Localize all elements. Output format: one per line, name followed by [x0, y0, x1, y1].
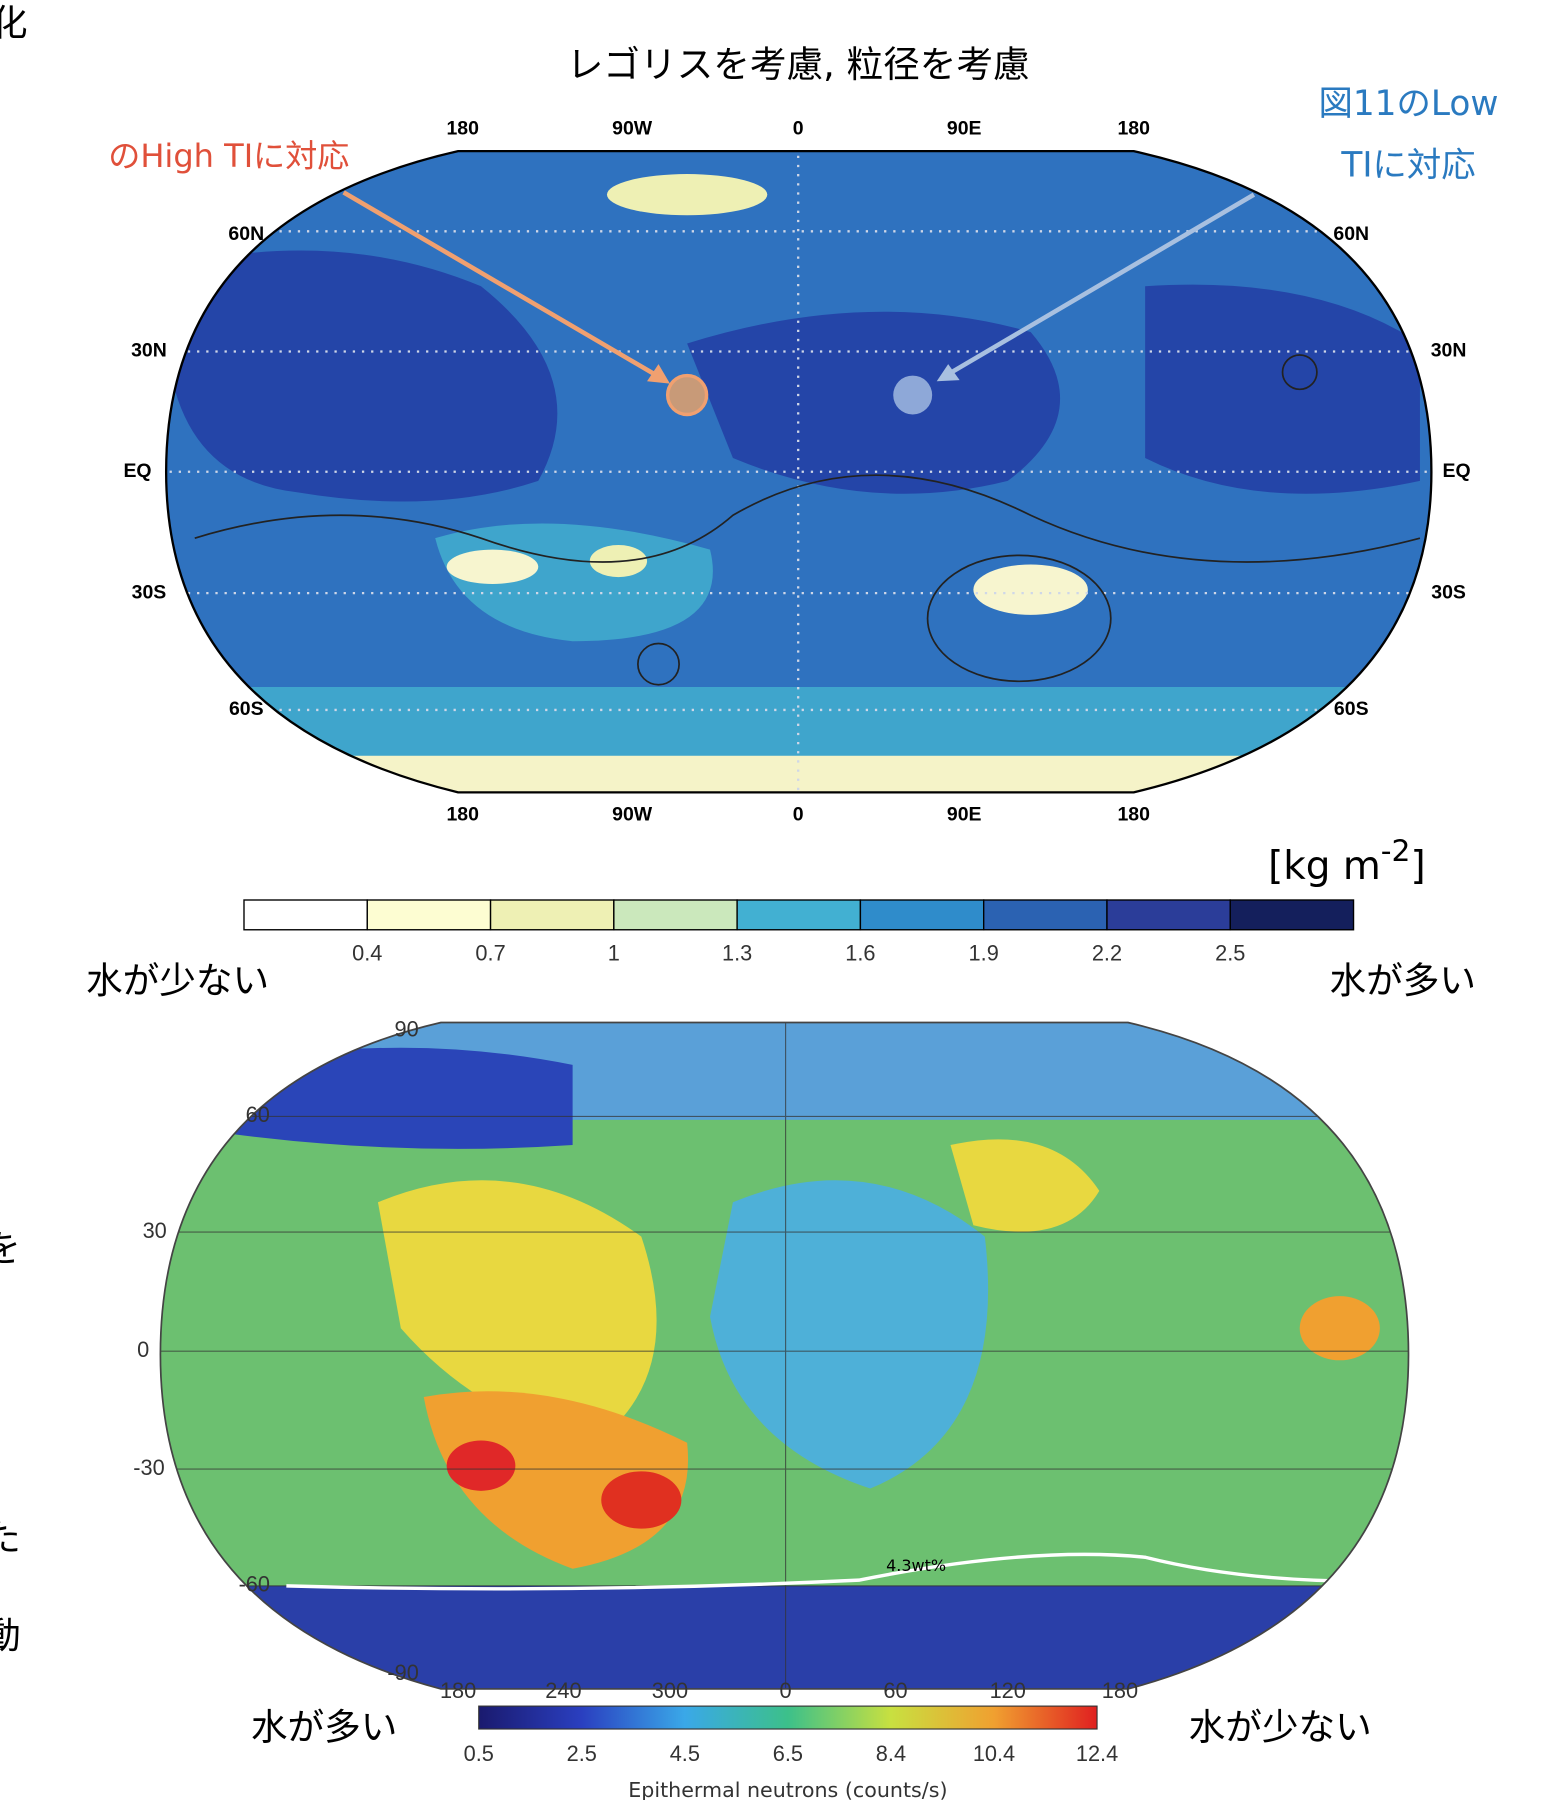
unit-close: ]: [1410, 843, 1425, 888]
colorbar-right-label: 水が少ない: [1189, 1706, 1372, 1749]
lon-label: 90E: [947, 803, 982, 825]
colorbar-tick-label: 2.2: [1092, 941, 1122, 966]
water-map: [160, 147, 1437, 802]
unit: [kg m-2]: [1268, 833, 1426, 888]
colorbar-right-label: 水が多い: [1330, 959, 1477, 1002]
lat-label: 30N: [1431, 340, 1467, 362]
colorbar-bin: [984, 900, 1107, 930]
colorbar-tick-label: 10.4: [973, 1741, 1015, 1766]
colorbar-tick-label: 0.7: [475, 941, 505, 966]
colorbar-tick-label: 8.4: [876, 1741, 906, 1766]
lat-label: -30: [133, 1455, 164, 1480]
marker-high: [668, 376, 707, 415]
lat-label: 60S: [229, 698, 264, 720]
colorbar-tick-label: 1.9: [969, 941, 999, 966]
lon-label: 180: [1117, 118, 1150, 140]
colorbar-axis-label: Epithermal neutrons (counts/s): [628, 1778, 947, 1800]
colorbar-tick-label: 12.4: [1076, 1741, 1118, 1766]
lon-label: 180: [446, 118, 479, 140]
lat-label: 30N: [131, 340, 167, 362]
lon-label: 0: [793, 118, 804, 140]
lon-label: 180: [1102, 1678, 1138, 1703]
annotation: 4.3wt%: [886, 1556, 946, 1575]
colorbar-tick-label: 2.5: [1215, 941, 1245, 966]
lon-label: 180: [1117, 803, 1150, 825]
side-fragment: 動: [0, 1614, 21, 1657]
colorbar-tick-label: 0.5: [464, 1741, 494, 1766]
annotation: のHigh TIに対応: [108, 137, 349, 175]
side-fragment: た: [0, 1517, 21, 1560]
page: 変化 レゴリスを考慮, 粒径を考慮 を た 動 のHigh TIに対応 図11の…: [0, 0, 1546, 1800]
colorbar-tick-label: 1.6: [845, 941, 875, 966]
colorbar-tick-label: 1: [608, 941, 620, 966]
lon-label: 180: [440, 1678, 476, 1703]
lat-label: 30S: [132, 581, 167, 603]
neutron-map: [155, 1017, 1415, 1695]
lat-label: 90: [394, 1016, 418, 1041]
side-fragment: を: [0, 1227, 21, 1270]
colorbar-bin: [1107, 900, 1230, 930]
lon-label: 120: [990, 1678, 1026, 1703]
lat-label: -60: [239, 1572, 270, 1597]
lat-label: 60S: [1334, 698, 1369, 720]
annotation: 図11のLow: [1318, 84, 1498, 124]
title: レゴリスを考慮, 粒径を考慮: [567, 43, 1030, 86]
lon-label: 0: [793, 803, 804, 825]
lon-label: 90W: [612, 803, 653, 825]
colorbar-bin: [737, 900, 860, 930]
lat-label: 60: [246, 1102, 270, 1127]
colorbar-bin: [614, 900, 737, 930]
marker-low: [893, 376, 932, 415]
lon-label: 0: [780, 1678, 792, 1703]
lat-label: 60N: [228, 223, 264, 245]
lat-label: -90: [387, 1660, 418, 1685]
colorbar-bin: [1230, 900, 1353, 930]
annotation: TIに対応: [1340, 146, 1475, 186]
colorbar-tick-label: 4.5: [670, 1741, 700, 1766]
lat-label: EQ: [1443, 460, 1471, 482]
lat-label: EQ: [123, 460, 151, 482]
cut-text: 変化: [0, 2, 28, 45]
colorbar-tick-label: 1.3: [722, 941, 752, 966]
lon-label: 240: [545, 1678, 581, 1703]
colorbar-tick-label: 0.4: [352, 941, 382, 966]
lon-label: 300: [652, 1678, 688, 1703]
colorbar-left-label: 水が多い: [251, 1706, 398, 1749]
slide: 変化 レゴリスを考慮, 粒径を考慮 を た 動 のHigh TIに対応 図11の…: [0, 0, 1546, 1800]
colorbar-tick-label: 6.5: [773, 1741, 803, 1766]
unit-exponent: -2: [1381, 833, 1411, 868]
colorbar-bin: [860, 900, 983, 930]
colorbar-left-label: 水が少ない: [86, 959, 269, 1002]
lon-label: 90W: [612, 118, 653, 140]
lat-label: 0: [137, 1337, 149, 1362]
lon-label: 90E: [947, 118, 982, 140]
colorbar: [479, 1706, 1097, 1729]
lat-label: 30: [143, 1218, 167, 1243]
lat-label: 30S: [1431, 581, 1466, 603]
lat-label: 60N: [1333, 223, 1369, 245]
unit-base: [kg m: [1268, 843, 1381, 888]
lon-label: 60: [883, 1678, 907, 1703]
colorbar-bin: [491, 900, 614, 930]
colorbar-bin: [244, 900, 367, 930]
lon-label: 180: [446, 803, 479, 825]
colorbar-bin: [367, 900, 490, 930]
colorbar-tick-label: 2.5: [567, 1741, 597, 1766]
